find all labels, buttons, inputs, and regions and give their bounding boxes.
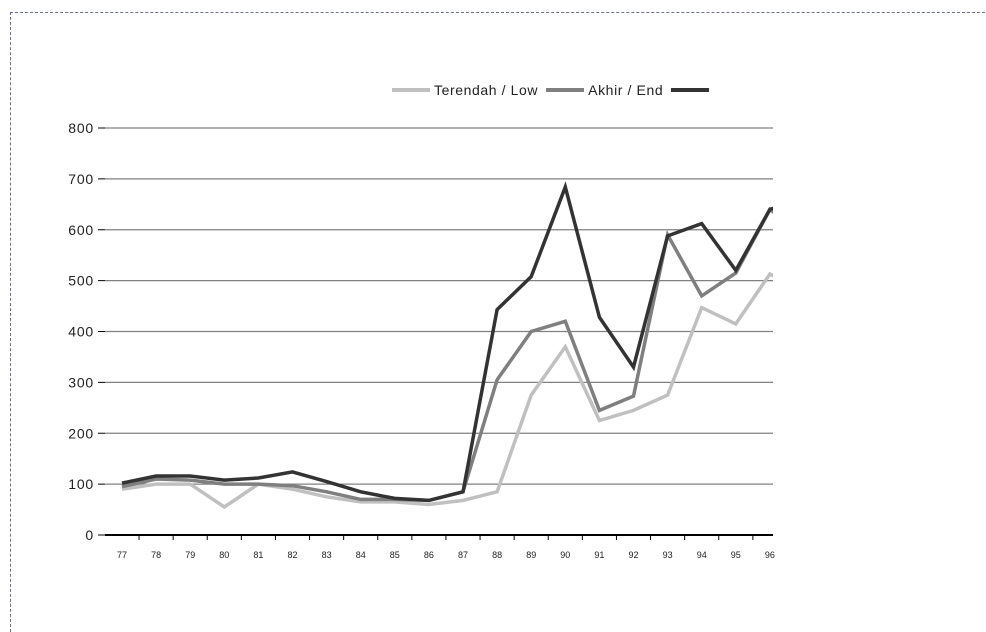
x-tick-label: 87 — [458, 550, 468, 560]
y-tick-label: 0 — [85, 527, 94, 543]
x-tick-label: 89 — [526, 550, 536, 560]
y-tick-label: 800 — [68, 120, 94, 136]
series-line-akhir-end — [121, 206, 773, 503]
legend-label-end: Akhir / End — [588, 82, 664, 98]
x-tick-label: 96 — [765, 550, 775, 560]
y-tick-label: 700 — [68, 171, 94, 187]
x-tick-label: 79 — [185, 550, 195, 560]
x-tick-label: 77 — [117, 550, 127, 560]
legend-swatch-high — [671, 88, 710, 92]
x-tick-label: 86 — [424, 550, 434, 560]
series-line-terendah-low — [121, 271, 773, 510]
chart-legend: Terendah / Low Akhir / End — [392, 80, 721, 100]
x-tick-label: 83 — [322, 550, 332, 560]
x-tick-label: 85 — [390, 550, 400, 560]
legend-swatch-end — [546, 88, 585, 92]
x-tick-label: 92 — [628, 550, 638, 560]
x-tick-label: 94 — [697, 550, 707, 560]
x-tick-label: 91 — [594, 550, 604, 560]
frame-border — [10, 12, 986, 632]
y-tick-label: 200 — [68, 425, 94, 441]
legend-item-high — [671, 88, 713, 92]
x-tick-label: 78 — [151, 550, 161, 560]
legend-item-low: Terendah / Low — [392, 82, 538, 98]
line-chart: 0 100 200 300 400 500 600 700 800 77 78 79 80 81 82 83 8… — [68, 120, 775, 560]
x-tick-label: 81 — [253, 550, 263, 560]
x-tick-label: 82 — [287, 550, 297, 560]
y-tick-label: 600 — [68, 222, 94, 238]
x-tick-label: 95 — [731, 550, 741, 560]
x-tick-label: 90 — [560, 550, 570, 560]
x-tick-label: 88 — [492, 550, 502, 560]
x-tick-label: 80 — [219, 550, 229, 560]
legend-swatch-low — [392, 88, 430, 92]
x-tick-label: 84 — [356, 550, 366, 560]
y-tick-label: 100 — [68, 476, 94, 492]
y-tick-label: 500 — [68, 273, 94, 289]
x-tick-label: 93 — [663, 550, 673, 560]
series-group — [121, 181, 773, 510]
legend-item-end: Akhir / End — [546, 82, 663, 98]
y-tick-label: 300 — [68, 374, 94, 390]
legend-label-low: Terendah / Low — [434, 82, 539, 98]
y-tick-label: 400 — [68, 324, 94, 340]
series-line-333333 — [121, 181, 773, 503]
